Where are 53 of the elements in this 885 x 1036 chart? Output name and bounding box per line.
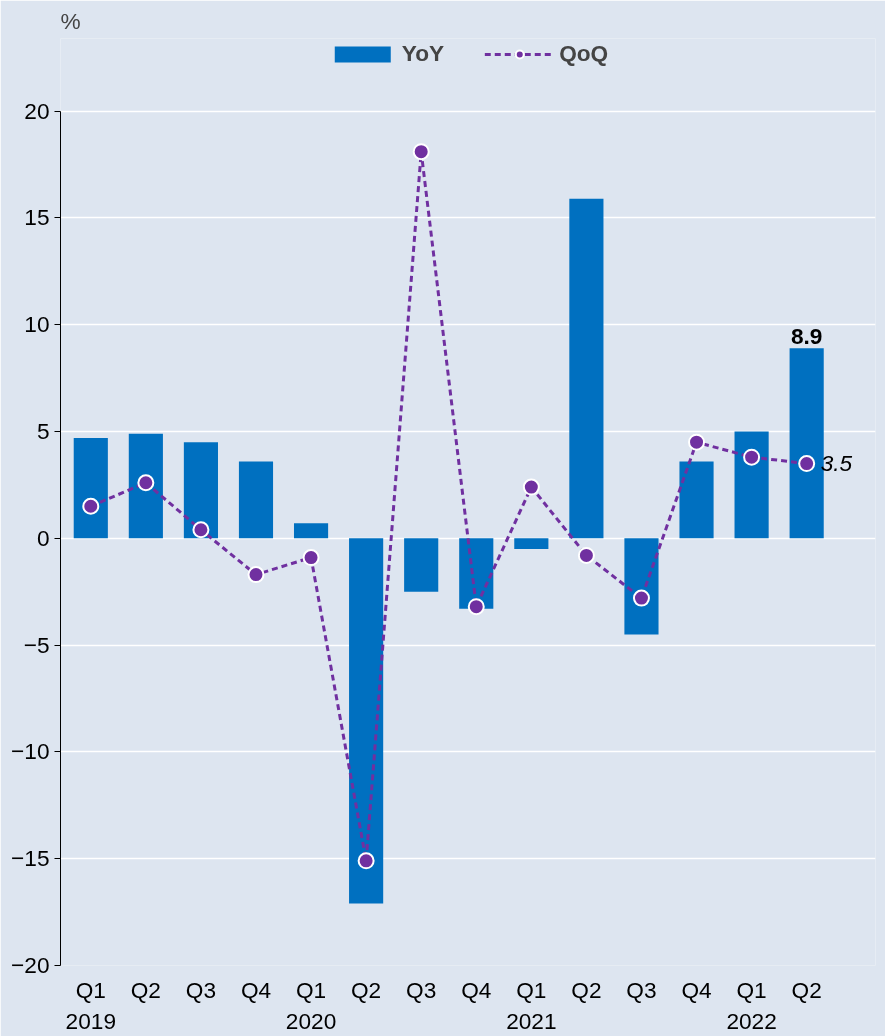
point xyxy=(798,455,816,473)
x-tick-label: Q1 2022 xyxy=(726,976,777,1034)
x-tick-label: Q4 xyxy=(681,976,712,1003)
y-axis-title: % xyxy=(60,7,81,34)
point xyxy=(302,549,320,567)
point xyxy=(247,566,265,584)
x-tick-label: Q4 xyxy=(240,976,272,1003)
bar xyxy=(569,198,604,539)
bar xyxy=(514,538,549,549)
bar xyxy=(734,431,769,539)
x-tick-label: Q1 2021 xyxy=(506,976,557,1034)
point xyxy=(82,497,100,515)
y-tick-label: −15 xyxy=(11,845,50,872)
x-tick-label: Q4 xyxy=(461,976,492,1003)
bar xyxy=(624,538,659,635)
y-tick-label: 20 xyxy=(24,97,50,124)
x-tick-label: Q2 xyxy=(571,976,602,1003)
x-tick-label: Q2 xyxy=(130,976,161,1003)
y-tick-label: 10 xyxy=(24,311,50,338)
y-tick-label: 0 xyxy=(36,524,50,551)
x-tick-label: Q3 xyxy=(626,976,657,1003)
bar xyxy=(73,437,108,539)
x-tick-label: Q1 2019 xyxy=(65,976,116,1034)
point xyxy=(577,546,595,564)
x-tick-label: Q2 xyxy=(351,976,382,1003)
point xyxy=(412,143,430,161)
bar xyxy=(238,461,274,539)
point xyxy=(688,433,706,451)
y-tick-label: 15 xyxy=(24,204,50,231)
legend-label: QoQ xyxy=(559,40,609,67)
bar xyxy=(128,433,163,539)
bar xyxy=(183,442,218,539)
point xyxy=(632,589,650,607)
y-tick-label: −20 xyxy=(11,952,50,978)
point xyxy=(192,521,210,539)
bar xyxy=(404,538,439,592)
y-tick-label: −10 xyxy=(11,738,50,765)
bar xyxy=(293,523,329,539)
x-tick-label: Q3 xyxy=(406,976,437,1003)
point xyxy=(522,478,540,496)
bar xyxy=(349,538,384,904)
y-tick-label: −5 xyxy=(23,631,50,658)
y-tick-label: 5 xyxy=(36,418,50,445)
point xyxy=(467,598,485,616)
bar xyxy=(679,461,714,539)
point xyxy=(357,852,375,870)
x-tick-label: Q2 xyxy=(791,976,822,1003)
x-tick-label: Q3 xyxy=(185,976,217,1003)
x-tick-label: Q1 2020 xyxy=(285,976,337,1034)
legend-label: YoY xyxy=(401,40,445,67)
point xyxy=(137,474,155,492)
point xyxy=(743,448,761,466)
data-label: 8.9 xyxy=(790,323,823,350)
